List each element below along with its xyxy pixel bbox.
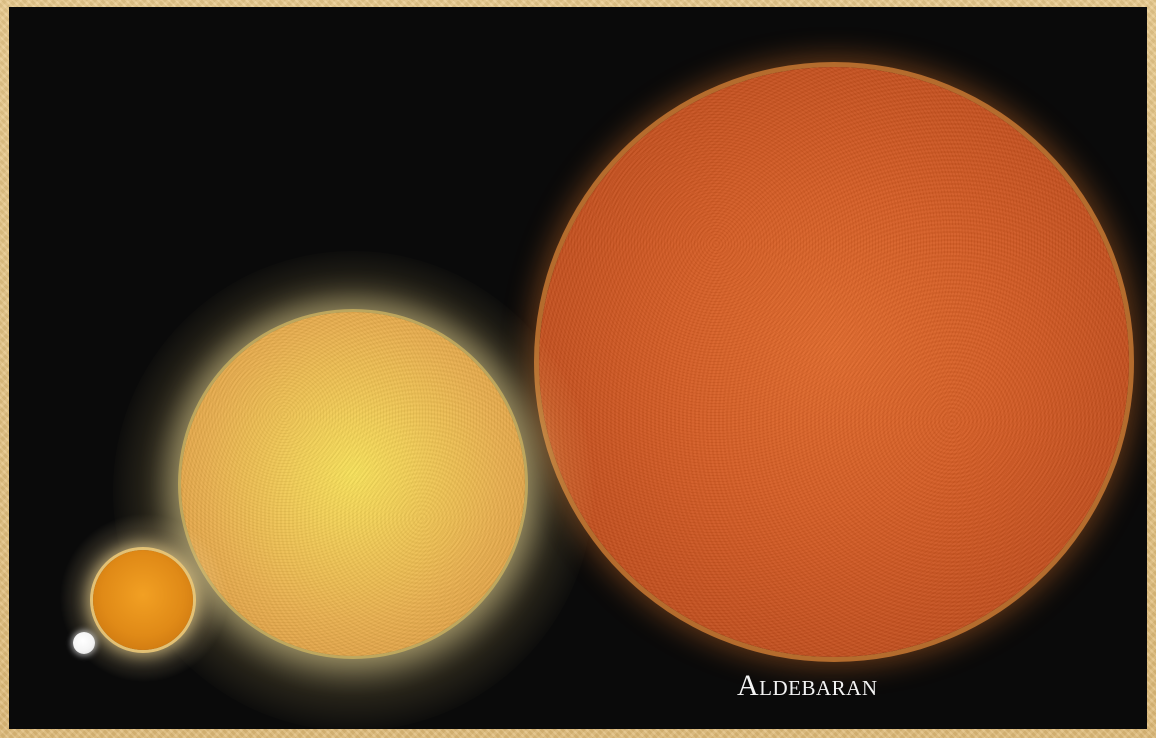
white-star [73,632,95,654]
yellow-star-surface-texture [181,312,525,656]
space-background: Aldebaran [9,7,1147,729]
yellow-star [181,312,525,656]
aldebaran-surface-texture [539,67,1129,657]
aldebaran-star [539,67,1129,657]
aldebaran-label: Aldebaran [737,669,878,702]
orange-star [93,550,193,650]
